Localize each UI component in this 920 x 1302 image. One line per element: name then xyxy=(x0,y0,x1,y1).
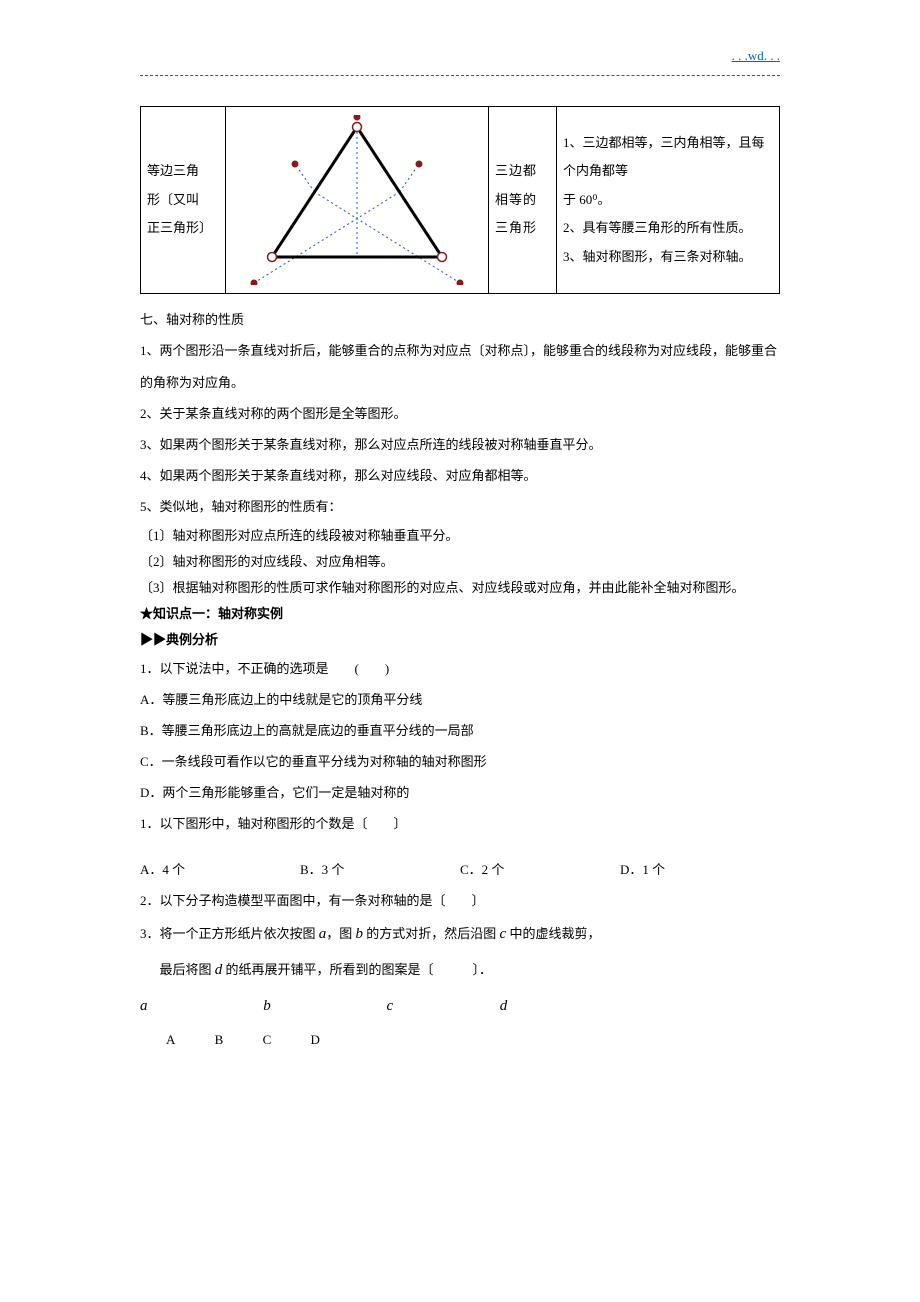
letters-row: a b c d xyxy=(140,988,780,1024)
question-1b: 1．以下图形中，轴对称图形的个数是〔 〕 xyxy=(140,808,780,839)
heading-7: 七、轴对称的性质 xyxy=(140,304,780,335)
col3-line: 三角形 xyxy=(495,214,550,243)
label-b: b xyxy=(263,988,383,1024)
question-1: 1．以下说法中，不正确的选项是 ( ) xyxy=(140,653,780,684)
col3-line: 三边都 xyxy=(495,157,550,186)
question-2: 2．以下分子构造模型平面图中，有一条对称轴的是〔 〕 xyxy=(140,885,780,916)
text: ，图 xyxy=(326,926,355,941)
choice: C．2 个 xyxy=(460,854,620,885)
choice-row: A．4 个 B．3 个 C．2 个 D．1 个 xyxy=(140,854,780,885)
col1-line: 正三角形〕 xyxy=(147,214,219,243)
opt-d: D xyxy=(310,1024,319,1055)
opt-c: C xyxy=(263,1024,272,1055)
para: 〔1〕轴对称图形对应点所连的线段被对称轴垂直平分。 xyxy=(140,523,780,549)
text: 最后将图 xyxy=(160,962,215,977)
table-col4: 1、三边都相等，三内角相等，且每个内角都等 于 60⁰。 2、具有等腰三角形的所… xyxy=(557,107,780,294)
choice: D．1 个 xyxy=(620,854,780,885)
equilateral-triangle-figure xyxy=(237,115,477,285)
col4-line: 1、三边都相等，三内角相等，且每个内角都等 xyxy=(563,129,773,186)
para: 5、类似地，轴对称图形的性质有： xyxy=(140,491,780,522)
text: 的纸再展开铺平，所看到的图案是〔 〕． xyxy=(222,962,492,977)
choice-c: C．一条线段可看作以它的垂直平分线为对称轴的轴对称图形 xyxy=(140,746,780,777)
col4-line: 于 60⁰。 xyxy=(563,186,773,215)
section-7: 七、轴对称的性质 1、两个图形沿一条直线对折后，能够重合的点称为对应点〔对称点〕… xyxy=(140,304,780,1055)
col4-line: 2、具有等腰三角形的所有性质。 xyxy=(563,214,773,243)
wd-link[interactable]: . . .wd. . . xyxy=(732,48,780,63)
abcd-row: A B C D xyxy=(140,1024,780,1055)
col4-line: 3、轴对称图形，有三条对称轴。 xyxy=(563,243,773,272)
label-c: c xyxy=(387,988,497,1024)
choice-a: A．等腰三角形底边上的中线就是它的顶角平分线 xyxy=(140,684,780,715)
text: 3．将一个正方形纸片依次按图 xyxy=(140,926,319,941)
var-b: b xyxy=(356,926,364,942)
choice: B．3 个 xyxy=(300,854,460,885)
para: 〔3〕根据轴对称图形的性质可求作轴对称图形的对应点、对应线段或对应角，并由此能补… xyxy=(140,575,780,601)
triangle-table: 等边三角 形〔又叫 正三角形〕 xyxy=(140,106,780,294)
example-heading: ▶▶典例分析 xyxy=(140,627,780,653)
header-divider xyxy=(140,75,780,76)
question-3-line2: 最后将图 d 的纸再展开铺平，所看到的图案是〔 〕． xyxy=(140,952,780,988)
opt-b: B xyxy=(215,1024,224,1055)
choice-b: B．等腰三角形底边上的高就是底边的垂直平分线的一局部 xyxy=(140,715,780,746)
knowledge-point-heading: ★知识点一：轴对称实例 xyxy=(140,601,780,627)
table-col1: 等边三角 形〔又叫 正三角形〕 xyxy=(141,107,226,294)
col3-line: 相等的 xyxy=(495,186,550,215)
para: 2、关于某条直线对称的两个图形是全等图形。 xyxy=(140,398,780,429)
para: 3、如果两个图形关于某条直线对称，那么对应点所连的线段被对称轴垂直平分。 xyxy=(140,429,780,460)
text: 中的虚线裁剪， xyxy=(506,926,600,941)
choice: A．4 个 xyxy=(140,854,300,885)
para: 4、如果两个图形关于某条直线对称，那么对应线段、对应角都相等。 xyxy=(140,460,780,491)
table-col2-figure xyxy=(226,107,489,294)
col1-line: 等边三角 xyxy=(147,157,219,186)
col1-line: 形〔又叫 xyxy=(147,186,219,215)
label-a: a xyxy=(140,988,260,1024)
header-link: . . .wd. . . xyxy=(140,40,780,71)
text: 的方式对折，然后沿图 xyxy=(363,926,500,941)
label-d: d xyxy=(500,988,508,1024)
question-3-line1: 3．将一个正方形纸片依次按图 a，图 b 的方式对折，然后沿图 c 中的虚线裁剪… xyxy=(140,916,780,952)
para: 1、两个图形沿一条直线对折后，能够重合的点称为对应点〔对称点〕，能够重合的线段称… xyxy=(140,335,780,397)
table-col3: 三边都 相等的 三角形 xyxy=(489,107,557,294)
figure-placeholder xyxy=(140,840,780,854)
opt-a: A xyxy=(166,1024,175,1055)
para: 〔2〕轴对称图形的对应线段、对应角相等。 xyxy=(140,549,780,575)
choice-d: D．两个三角形能够重合，它们一定是轴对称的 xyxy=(140,777,780,808)
